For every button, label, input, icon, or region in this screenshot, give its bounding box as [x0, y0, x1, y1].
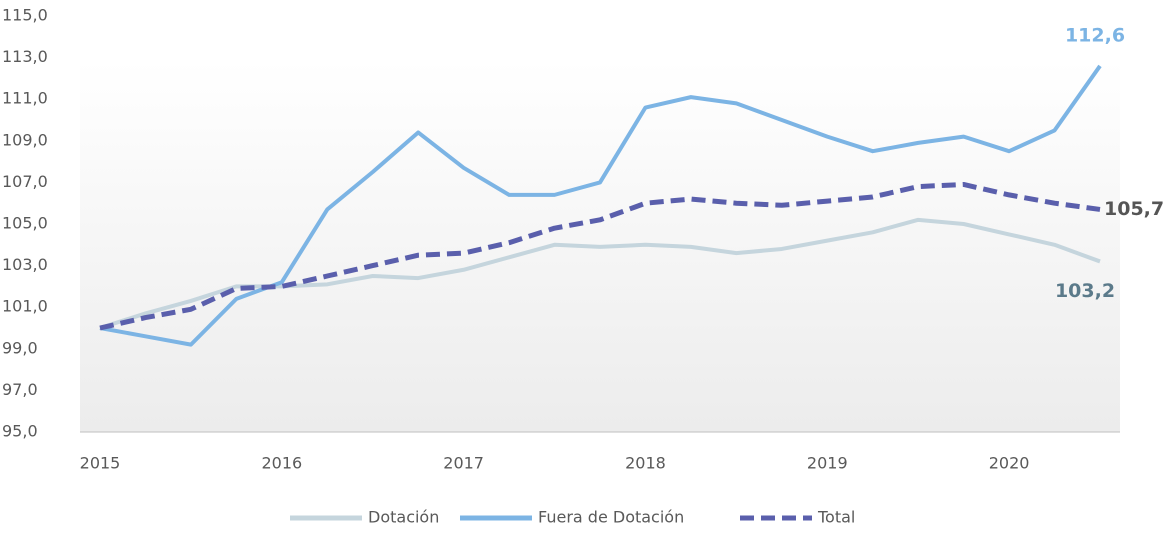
x-tick-label: 2018: [625, 454, 666, 473]
y-tick-label: 105,0: [2, 214, 48, 233]
x-tick-label: 2015: [80, 454, 121, 473]
y-tick-label: 107,0: [2, 172, 48, 191]
legend-label: Dotación: [368, 508, 439, 527]
end-label: 105,7: [1104, 198, 1164, 220]
x-tick-label: 2019: [807, 454, 848, 473]
y-tick-label: 115,0: [2, 6, 48, 25]
series-line: [99, 181, 1101, 331]
y-tick-label: 103,0: [2, 255, 48, 274]
y-tick-label: 99,0: [2, 338, 38, 357]
y-tick-label: 97,0: [2, 380, 38, 399]
y-tick-label: 111,0: [2, 89, 48, 108]
x-tick-label: 2020: [989, 454, 1030, 473]
x-tick-label: 2017: [443, 454, 484, 473]
legend-label: Total: [817, 508, 855, 527]
y-tick-label: 109,0: [2, 130, 48, 149]
y-tick-label: 113,0: [2, 47, 48, 66]
end-label: 103,2: [1055, 280, 1115, 302]
x-tick-label: 2016: [261, 454, 302, 473]
end-label: 112,6: [1065, 24, 1125, 46]
y-tick-label: 101,0: [2, 297, 48, 316]
legend-label: Fuera de Dotación: [538, 508, 684, 527]
y-tick-label: 95,0: [2, 422, 38, 441]
